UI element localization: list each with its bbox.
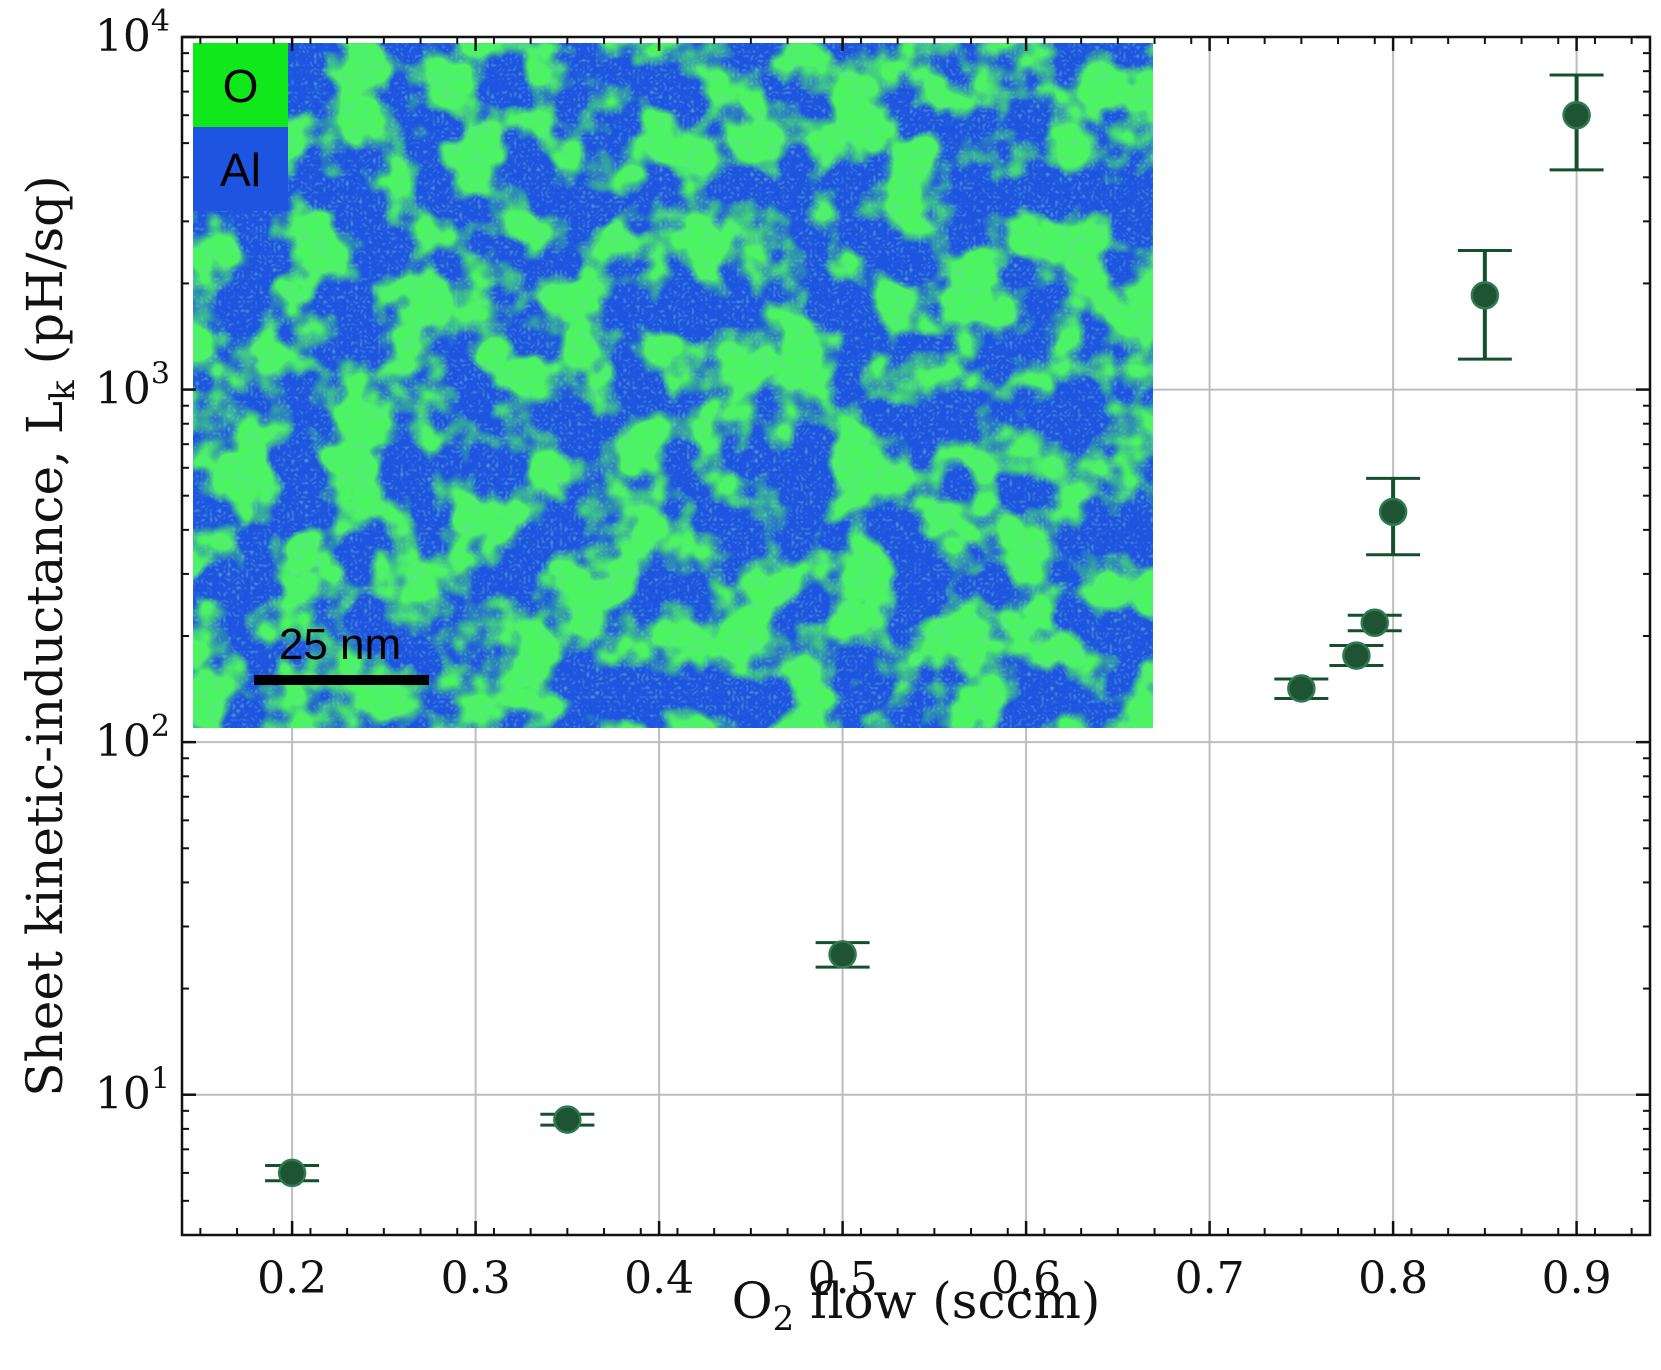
y-tick-label: 101 [95,1062,170,1120]
x-tick-label: 0.3 [441,1253,511,1304]
eds-map-inset: O Al 25 nm [193,43,1153,728]
plot-frame [180,35,1652,1237]
x-tick-label: 0.2 [257,1253,327,1304]
x-tick-label: 0.4 [624,1253,694,1304]
data-point [277,1158,307,1188]
data-point [553,1105,582,1134]
x-axis-label: O2 flow (sccm) [732,1272,1101,1339]
data-point [1562,100,1591,130]
x-tick-label: 0.6 [991,1253,1061,1304]
scale-bar [254,675,429,685]
data-point [1378,497,1408,527]
y-axis-label: Sheet kinetic-inductance, Lk (pH/sq) [16,175,83,1096]
data-point [1287,674,1316,703]
x-tick-label: 0.5 [808,1253,878,1304]
y-tick-label: 104 [95,4,170,62]
legend-o-label: O [223,60,259,112]
x-tick-label: 0.8 [1358,1253,1428,1304]
y-tick-label: 102 [95,709,170,767]
data-point [1342,641,1371,670]
legend-o-swatch [193,43,288,127]
y-tick-label: 103 [95,357,170,415]
legend-al-swatch [193,127,288,211]
legend-al-label: Al [220,144,261,196]
axis-tick-labels: 0.2 0.3 0.4 0.5 0.6 0.7 0.8 0.9 101 102 103 104 [95,4,1612,1304]
x-tick-label: 0.7 [1175,1253,1245,1304]
scale-bar-label: 25 nm [279,620,401,669]
data-point [1470,281,1500,310]
eds-map-texture [193,43,1153,728]
data-point [1360,608,1389,638]
data-points [265,73,1604,1188]
data-point [828,940,857,969]
x-tick-label: 0.9 [1542,1253,1612,1304]
